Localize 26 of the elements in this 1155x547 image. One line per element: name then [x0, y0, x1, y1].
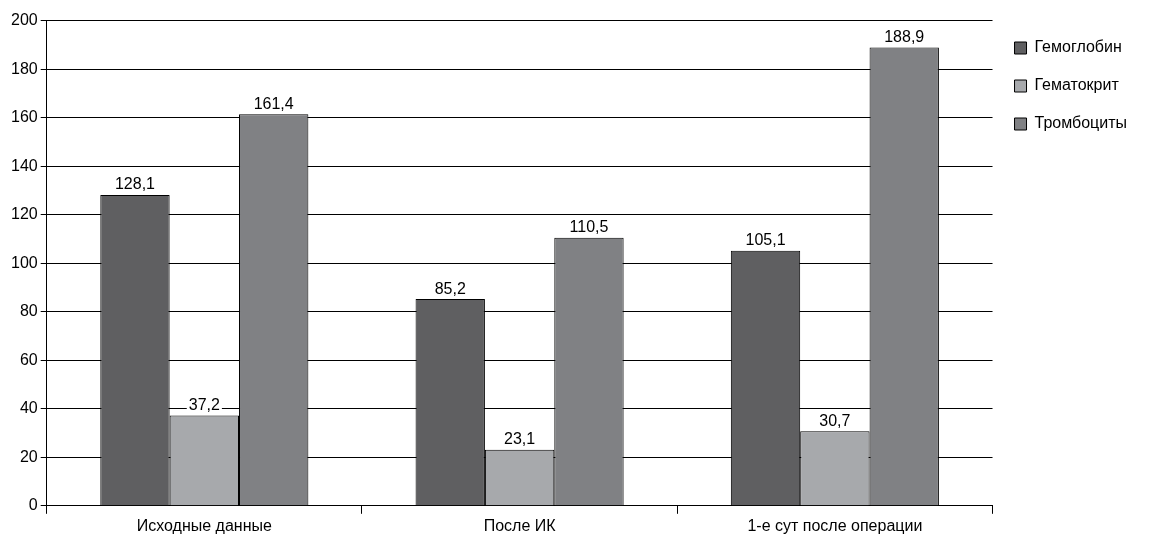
- x-tick-label: После ИК: [483, 516, 557, 534]
- data-label: 30,7: [819, 411, 851, 429]
- y-tick-label: 0: [28, 496, 38, 514]
- data-label: 188,9: [884, 27, 925, 45]
- data-label: 161,4: [253, 94, 294, 112]
- data-label: 23,1: [504, 430, 536, 448]
- y-tick-label: 20: [19, 447, 38, 465]
- legend-label: Гемоглобин: [1034, 38, 1122, 56]
- y-tick-label: 180: [10, 59, 38, 77]
- data-label: 37,2: [188, 395, 220, 413]
- data-label: 128,1: [114, 175, 156, 193]
- y-tick-label: 140: [10, 156, 38, 174]
- y-tick-label: 120: [10, 205, 38, 223]
- y-tick-label: 200: [10, 11, 38, 29]
- data-label: 105,1: [745, 231, 786, 249]
- legend-label: Гематокрит: [1034, 76, 1120, 94]
- y-tick-label: 100: [10, 253, 38, 271]
- x-tick-label: 1-е сут после операции: [747, 516, 923, 534]
- legend-label: Тромбоциты: [1034, 114, 1127, 132]
- y-tick-label: 60: [19, 350, 38, 368]
- y-tick-label: 160: [10, 108, 38, 126]
- y-tick-label: 40: [19, 399, 38, 417]
- data-label: 85,2: [434, 279, 466, 297]
- x-tick-label: Исходные данные: [136, 516, 273, 534]
- y-tick-label: 80: [19, 302, 38, 320]
- data-label: 110,5: [569, 218, 609, 236]
